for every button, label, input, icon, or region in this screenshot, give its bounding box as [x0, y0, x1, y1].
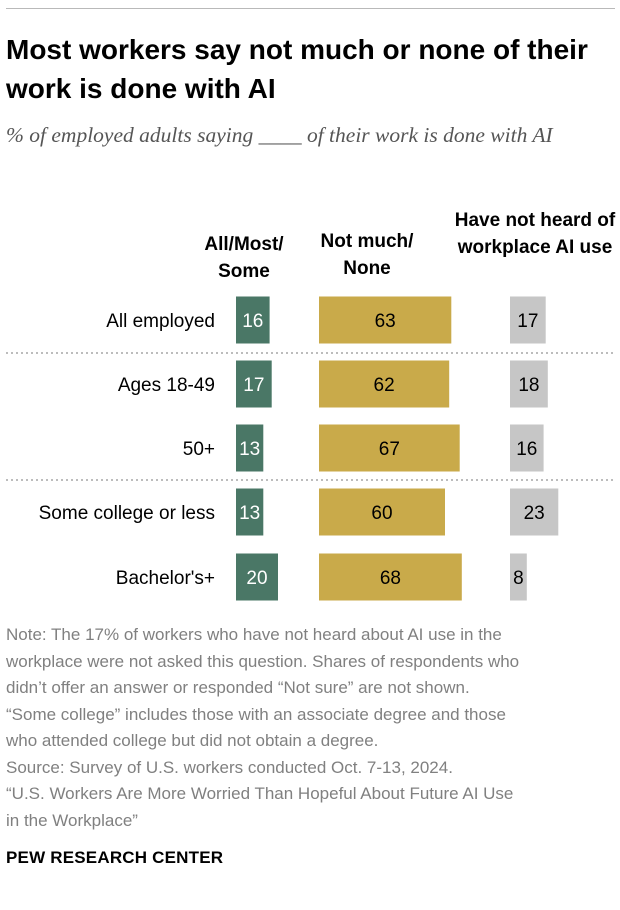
- data-label: 62: [374, 375, 395, 396]
- bar-all-most-some: [236, 553, 278, 601]
- category-label: All employed: [106, 311, 215, 332]
- column-header-all-most-some: All/Most/ Some: [184, 231, 304, 285]
- data-label: 18: [518, 375, 539, 396]
- note-line: “Some college” includes those with an as…: [6, 704, 506, 724]
- note-line: “U.S. Workers Are More Worried Than Hope…: [6, 784, 514, 803]
- category-label: Ages 18-49: [118, 375, 215, 396]
- bar-all-most-some: [236, 296, 270, 344]
- bar-not-heard: [510, 296, 546, 344]
- chart-title: Most workers say not much or none of the…: [6, 34, 588, 104]
- bar-chart: All employed 16 63 17 Ages 18-49 17 62 18 50+ 13 6…: [6, 296, 615, 601]
- column-header-label: All/Most/ Some: [204, 234, 284, 282]
- data-label: 60: [371, 503, 392, 524]
- note-line: who attended college but did not obtain …: [6, 731, 379, 750]
- bar-not-heard: [510, 424, 544, 472]
- data-label: 17: [243, 375, 264, 396]
- bar-not-much-none: [319, 360, 450, 408]
- data-label: 16: [516, 439, 537, 460]
- note-line: Note: The 17% of workers who have not he…: [6, 625, 502, 644]
- data-label: 23: [524, 503, 545, 524]
- chart-note: Note: The 17% of workers who have not he…: [6, 622, 606, 834]
- note-line: Source: Survey of U.S. workers conducted…: [6, 757, 453, 777]
- column-header-not-much-none: Not much/ None: [312, 228, 422, 282]
- source-brand: PEW RESEARCH CENTER: [6, 848, 224, 867]
- data-label: 13: [239, 503, 260, 524]
- column-header-not-heard: Have not heard of workplace AI use: [450, 207, 620, 261]
- data-label: 13: [239, 439, 260, 460]
- bar-not-heard: [510, 360, 548, 408]
- data-label: 63: [375, 311, 396, 332]
- note-line: workplace were not asked this question. …: [6, 651, 520, 671]
- bar-not-much-none: [319, 424, 460, 472]
- bar-all-most-some: [236, 360, 272, 408]
- data-label: 16: [242, 311, 263, 332]
- column-header-label: Not much/ None: [320, 231, 414, 279]
- bar-not-heard: [510, 553, 527, 601]
- bar-all-most-some: [236, 488, 264, 536]
- data-label: 17: [517, 311, 538, 332]
- column-header-label: Have not heard of workplace AI use: [454, 210, 616, 258]
- bar-not-heard: [510, 488, 559, 536]
- category-label: Some college or less: [39, 503, 215, 524]
- note-line: in the Workplace”: [6, 810, 138, 830]
- data-label: 8: [513, 568, 524, 589]
- chart-subtitle: % of employed adults saying ____ of thei…: [6, 123, 553, 147]
- top-rule: [6, 8, 615, 9]
- note-line: didn’t offer an answer or responded “Not…: [6, 678, 470, 697]
- bar-all-most-some: [236, 424, 264, 472]
- data-label: 20: [246, 568, 267, 589]
- bar-not-much-none: [319, 553, 462, 601]
- data-label: 68: [380, 568, 401, 589]
- category-label: 50+: [183, 439, 215, 460]
- data-label: 67: [379, 439, 400, 460]
- category-label: Bachelor's+: [116, 568, 215, 589]
- bar-not-much-none: [319, 296, 452, 344]
- bar-not-much-none: [319, 488, 445, 536]
